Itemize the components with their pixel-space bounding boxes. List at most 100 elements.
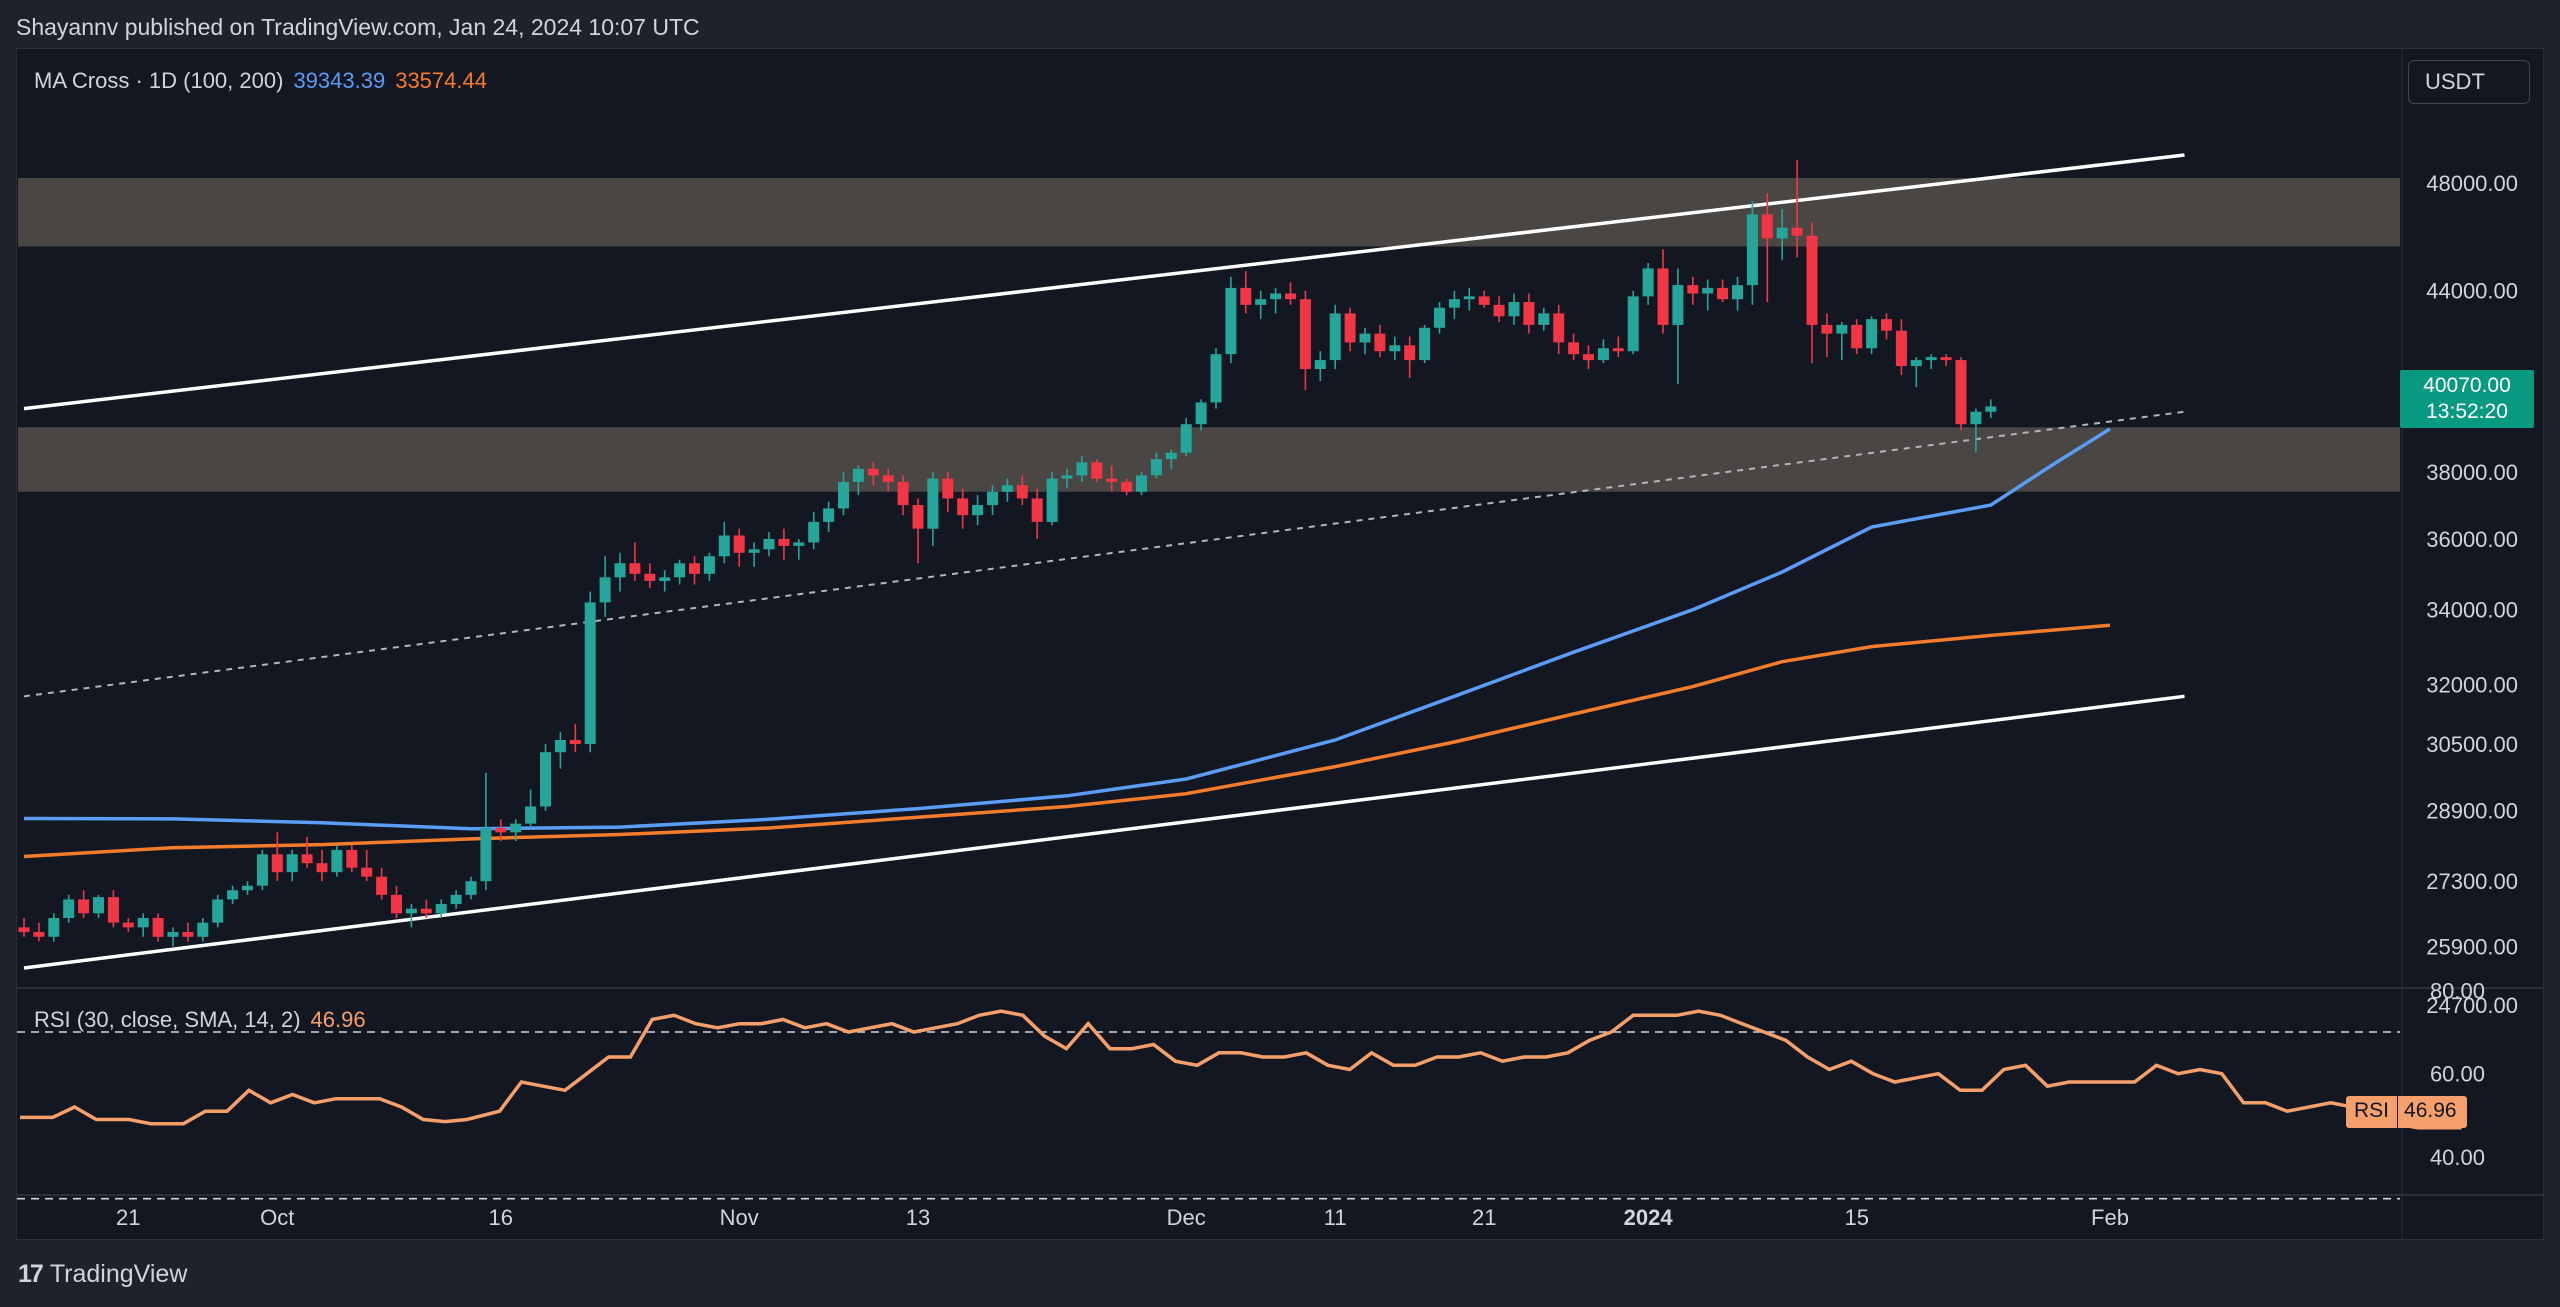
candle-body <box>748 549 760 553</box>
time-tick-label: Oct <box>260 1205 294 1230</box>
candle-body <box>1285 293 1296 300</box>
candle-body <box>1389 345 1401 352</box>
currency-button[interactable]: USDT <box>2408 60 2530 104</box>
candle-body <box>1165 452 1177 460</box>
candle-body <box>1523 302 1535 325</box>
candle-body <box>927 478 939 529</box>
ma200-value: 33574.44 <box>395 68 487 93</box>
candle-body <box>1583 354 1594 361</box>
candle-body <box>1046 478 1058 522</box>
candle-body <box>510 823 522 833</box>
candle-body <box>1746 214 1758 286</box>
candle-body <box>1225 287 1237 355</box>
resistance-zone <box>18 177 2400 247</box>
candle-body <box>1419 327 1431 361</box>
price-tick-label: 24700.00 <box>2426 993 2518 1018</box>
time-tick-label: Feb <box>2091 1205 2129 1230</box>
rsi-tick-label: 80.00 <box>2430 978 2485 1003</box>
candle-body <box>554 740 566 753</box>
candle-body <box>450 894 462 905</box>
candle-body <box>1508 302 1520 317</box>
candle-body <box>33 932 45 937</box>
candle-body <box>659 577 671 581</box>
candle-body <box>93 897 104 914</box>
price-tick-label: 48000.00 <box>2426 171 2518 196</box>
candle-body <box>540 752 551 807</box>
ma100-value: 39343.39 <box>293 68 386 93</box>
last-price-badge: 40070.00 13:52:20 <box>2400 370 2534 428</box>
candle-body <box>1791 227 1803 236</box>
channel-upper-line <box>23 153 2185 411</box>
candle-body <box>1463 296 1475 300</box>
candle-body <box>1299 299 1311 370</box>
candle-body <box>1478 296 1490 305</box>
rsi-legend[interactable]: RSI (30, close, SMA, 14, 2) 46.96 <box>34 1007 366 1033</box>
candle-body <box>256 854 268 886</box>
candle-body <box>763 538 775 550</box>
candle-body <box>1434 307 1445 328</box>
candle-body <box>629 563 641 574</box>
ma-line-ma200 <box>23 623 2111 859</box>
candle-body <box>1895 330 1907 367</box>
candle-body <box>793 542 805 546</box>
candle-body <box>1940 357 1952 361</box>
candle-body <box>525 806 537 824</box>
candle-body <box>882 475 894 482</box>
chart-frame[interactable] <box>16 48 2544 1240</box>
candle-body <box>1761 214 1773 239</box>
ma-cross-legend[interactable]: MA Cross · 1D (100, 200) 39343.39 33574.44 <box>34 68 487 94</box>
rsi-tag: RSI <box>2346 1096 2398 1128</box>
candle-body <box>480 827 492 882</box>
candle-body <box>1150 459 1162 476</box>
footer-brand[interactable]: 17 TradingView <box>18 1260 187 1289</box>
time-tick-label: 11 <box>1324 1205 1347 1230</box>
candle-body <box>1329 313 1341 361</box>
candle-body <box>63 899 75 918</box>
candle-body <box>644 573 656 581</box>
candle-body <box>1821 324 1833 334</box>
candle-body <box>1359 333 1371 343</box>
candle-body <box>718 535 730 557</box>
candle-body <box>182 932 194 937</box>
candle-body <box>778 538 790 546</box>
time-tick-label: Dec <box>1167 1205 1206 1230</box>
candle-body <box>1553 313 1565 343</box>
candle-body <box>1925 357 1937 361</box>
candle-body <box>1255 299 1267 305</box>
candle-body <box>689 563 700 574</box>
brand-name: TradingView <box>49 1260 188 1288</box>
candle-body <box>212 899 224 923</box>
time-tick-label: 2024 <box>1624 1205 1674 1230</box>
candle-body <box>1702 287 1714 294</box>
candle-body <box>376 876 388 895</box>
candle-body <box>1121 481 1133 492</box>
candle-body <box>1866 319 1878 349</box>
candle-body <box>331 849 343 873</box>
candle-body <box>1657 268 1669 325</box>
candle-body <box>1836 324 1848 334</box>
time-tick-label: 13 <box>906 1205 930 1230</box>
candle-body <box>167 932 179 937</box>
time-tick-label: 21 <box>1472 1205 1496 1230</box>
candle-body <box>18 927 30 933</box>
ma-cross-label: MA Cross · 1D (100, 200) <box>34 68 284 93</box>
price-tick-label: 30500.00 <box>2426 732 2518 757</box>
candle-body <box>1851 324 1863 349</box>
candle-body <box>674 563 686 578</box>
candle-body <box>599 577 611 603</box>
candle-body <box>1091 462 1103 479</box>
candle-body <box>957 498 969 516</box>
time-tick-label: Nov <box>720 1205 759 1230</box>
candle-body <box>1687 285 1699 294</box>
candle-body <box>1672 285 1684 325</box>
candle-body <box>137 917 149 928</box>
candle-body <box>584 602 596 745</box>
candle-body <box>1210 354 1222 403</box>
candle-body <box>1970 411 1982 425</box>
candle-body <box>1016 485 1028 499</box>
bar-countdown: 13:52:20 <box>2426 400 2508 423</box>
candle-body <box>465 881 477 895</box>
time-tick-label: 21 <box>116 1205 140 1230</box>
candle-body <box>808 521 820 543</box>
